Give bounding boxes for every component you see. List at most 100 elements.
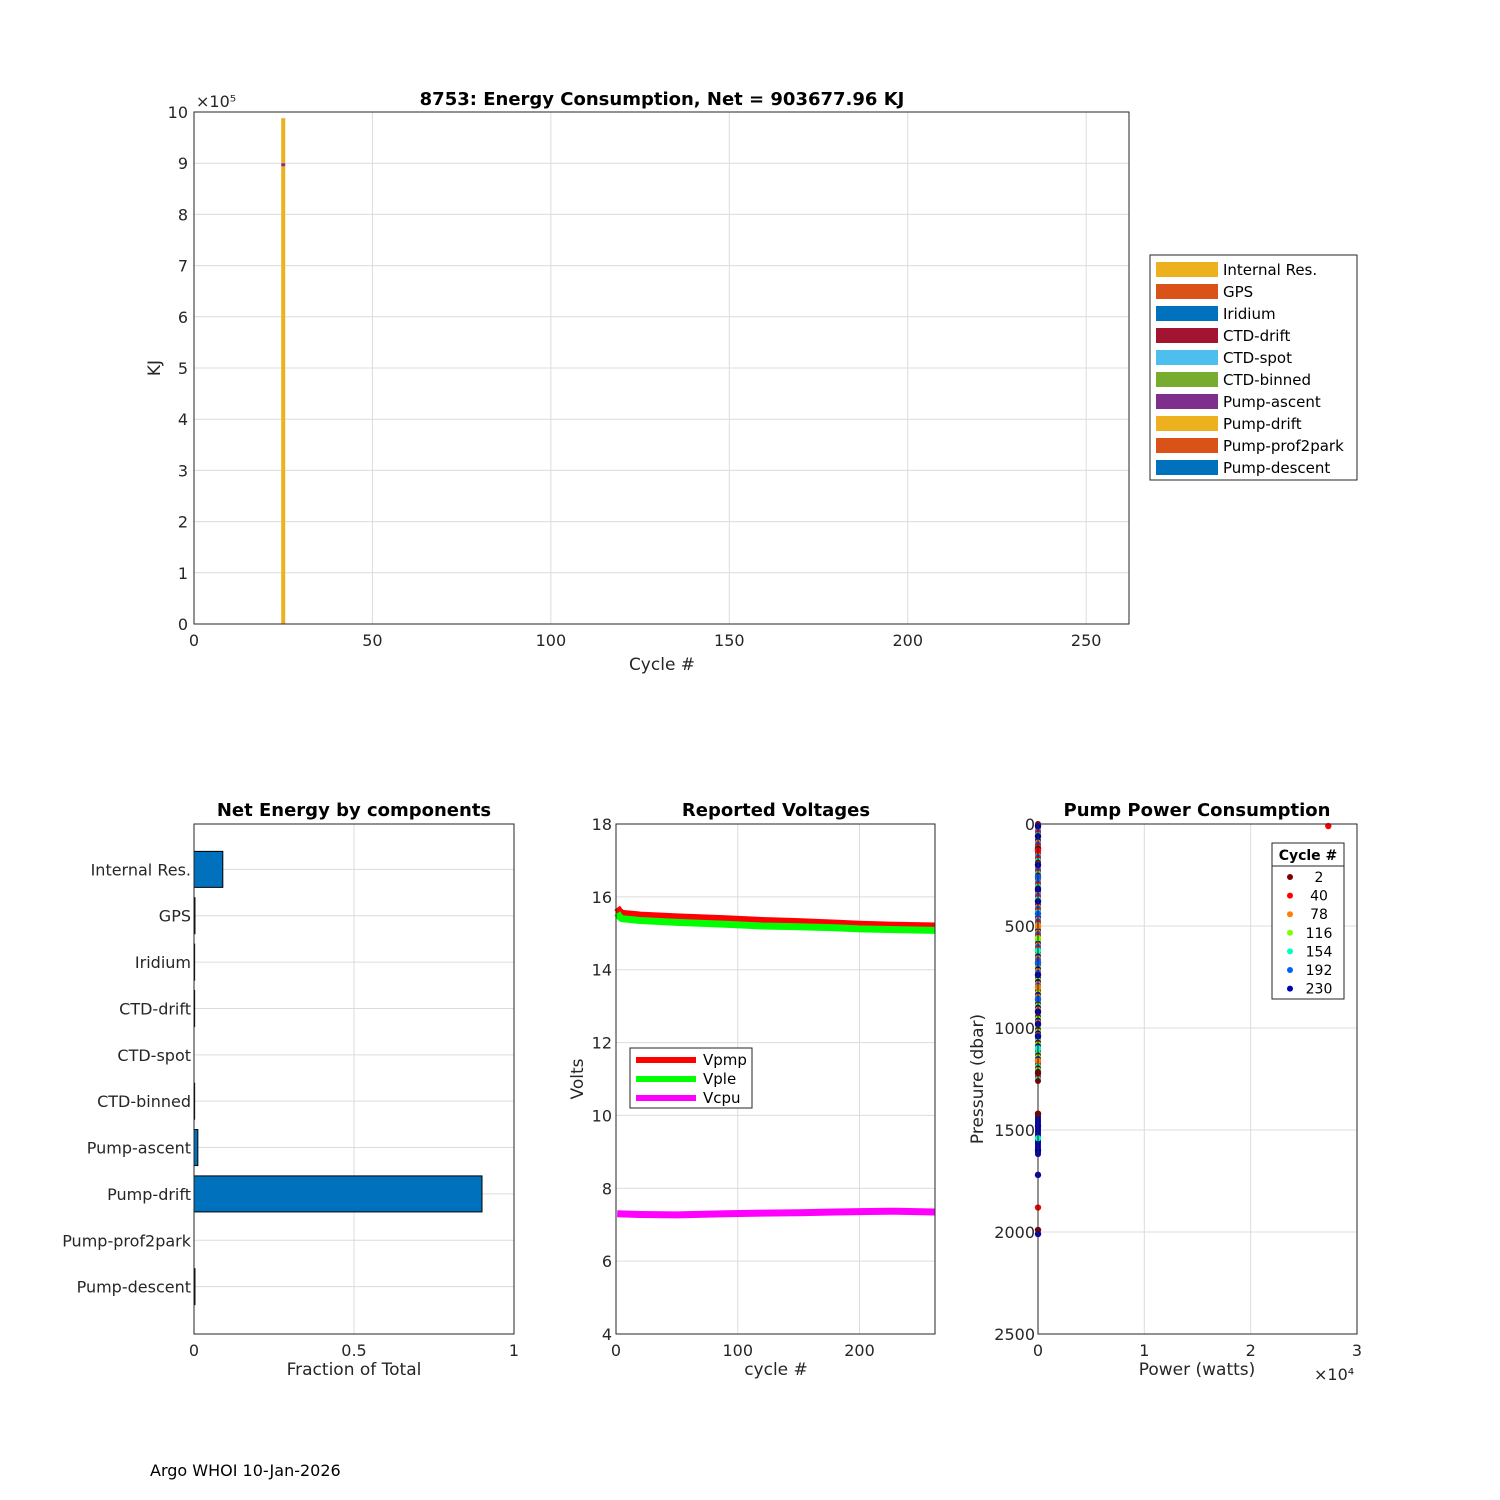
components-x-tick-label: 0 [189,1341,199,1360]
energy-chart: 0 50 100 150 200 250 0 1 2 3 4 5 6 7 8 9 10 8753: Energy… [145,89,1358,675]
energy-x-tick-label: 100 [536,631,567,650]
energy-legend-swatch [1156,306,1218,321]
voltages-legend-label: Vpmp [703,1051,747,1069]
pump-legend-marker [1287,911,1293,918]
energy-legend-label: CTD-binned [1223,371,1311,389]
energy-legend: Internal Res. GPS Iridium CTD-drift CTD-spot… [1149,254,1358,481]
pump-legend-label: 230 [1306,982,1333,998]
pump-legend-title: Cycle # [1279,848,1338,864]
voltages-y-tick-label: 12 [592,1034,612,1053]
energy-legend-swatch [1156,350,1218,365]
voltages-y-tick-label: 4 [602,1325,612,1344]
pump-legend-marker [1287,948,1293,955]
pump-legend-marker [1287,985,1293,992]
components-bar [193,1129,199,1167]
pump-legend-label: 154 [1306,944,1333,960]
components-category-label: GPS [159,907,191,926]
components-category-label: Pump-descent [77,1278,191,1297]
energy-legend-label: Pump-prof2park [1223,437,1344,455]
energy-y-multiplier: ×10⁵ [196,92,236,111]
pump-axes-box [1037,823,1358,1335]
components-bar [193,1175,483,1213]
energy-bar-segment [281,118,286,164]
energy-y-tick-label: 3 [178,461,188,480]
pump-legend-marker [1287,874,1293,880]
energy-y-tick-label: 9 [178,154,188,173]
components-x-tick-label: 0.5 [341,1341,366,1360]
energy-y-tick-label: 5 [178,359,188,378]
pump-legend-marker [1287,929,1293,936]
components-category-label: CTD-spot [117,1046,191,1065]
pump-x-tick-label: 1 [1139,1341,1149,1360]
energy-legend-label: Pump-ascent [1223,393,1321,411]
energy-y-tick-label: 7 [178,257,188,276]
voltages-axes-box [615,823,936,1335]
energy-axes-box [193,111,1130,625]
voltages-ylabel: Volts [568,1058,588,1099]
voltages-y-tick-label: 16 [592,888,612,907]
pump-x-tick-label: 2 [1246,1341,1256,1360]
pump-y-tick-label: 500 [1004,917,1035,936]
energy-y-tick-label: 4 [178,410,188,429]
components-chart: 0 0.5 1 Internal Res. GPS Iridium CTD-drift CTD… [62,800,519,1380]
energy-legend-swatch [1156,328,1218,343]
energy-legend-label: GPS [1223,283,1253,301]
pump-title: Pump Power Consumption [1064,800,1331,821]
components-title: Net Energy by components [217,800,491,821]
voltages-series-line [614,905,936,930]
pump-legend-label: 2 [1315,870,1324,886]
pump-x-tick-label: 3 [1352,1341,1362,1360]
energy-y-tick-label: 0 [178,615,188,634]
energy-legend-label: CTD-drift [1223,327,1290,345]
energy-legend-swatch [1156,262,1218,277]
pump-y-tick-label: 0 [1025,815,1035,834]
energy-bar-segment [281,163,286,167]
voltages-xlabel: cycle # [744,1360,808,1380]
components-axes-box [193,823,515,1335]
pump-ylabel: Pressure (dbar) [968,1014,988,1144]
voltages-chart: 0 100 200 4 6 8 10 12 14 16 18 Reported Voltages c… [568,800,936,1380]
components-category-label: Pump-prof2park [62,1231,192,1250]
energy-xlabel: Cycle # [629,655,695,675]
pump-legend-label: 116 [1306,926,1333,942]
voltages-series-line [617,1207,936,1219]
components-category-label: CTD-drift [119,999,191,1018]
energy-y-tick-label: 1 [178,564,188,583]
energy-y-tick-label: 2 [178,513,188,532]
energy-legend-label: Pump-descent [1223,459,1330,477]
energy-y-tick-label: 8 [178,205,188,224]
voltages-legend-label: Vple [703,1070,736,1088]
pump-y-tick-label: 1500 [994,1121,1035,1140]
components-bar [193,850,224,888]
energy-legend-label: Internal Res. [1223,261,1317,279]
components-category-label: CTD-binned [97,1092,191,1111]
voltages-y-tick-label: 6 [602,1252,612,1271]
components-category-label: Pump-ascent [87,1139,191,1158]
energy-legend-swatch [1156,284,1218,299]
pump-legend-label: 192 [1306,963,1333,979]
voltages-y-tick-label: 14 [592,961,612,980]
pump-y-tick-label: 1000 [994,1019,1035,1038]
energy-y-tick-label: 10 [168,103,188,122]
pump-x-tick-label: 0 [1033,1341,1043,1360]
energy-legend-label: Pump-drift [1223,415,1302,433]
energy-legend-swatch [1156,394,1218,409]
voltages-series-line [614,911,936,934]
voltages-y-tick-label: 18 [592,815,612,834]
voltages-y-tick-label: 8 [602,1179,612,1198]
energy-title: 8753: Energy Consumption, Net = 903677.9… [420,89,905,110]
pump-legend-marker [1287,967,1293,973]
pump-y-tick-label: 2500 [994,1325,1035,1344]
components-xlabel: Fraction of Total [287,1360,422,1380]
components-category-label: Pump-drift [107,1185,191,1204]
pump-legend-box [1271,842,1345,1000]
voltages-y-tick-label: 10 [592,1106,612,1125]
pump-legend: Cycle # 2 40 78 116 154 192 230 [1271,842,1345,1000]
components-category-label: Internal Res. [91,860,191,879]
energy-y-tick-label: 6 [178,308,188,327]
energy-legend-swatch [1156,438,1218,453]
energy-x-tick-label: 150 [714,631,745,650]
voltages-legend-label: Vcpu [703,1089,741,1107]
